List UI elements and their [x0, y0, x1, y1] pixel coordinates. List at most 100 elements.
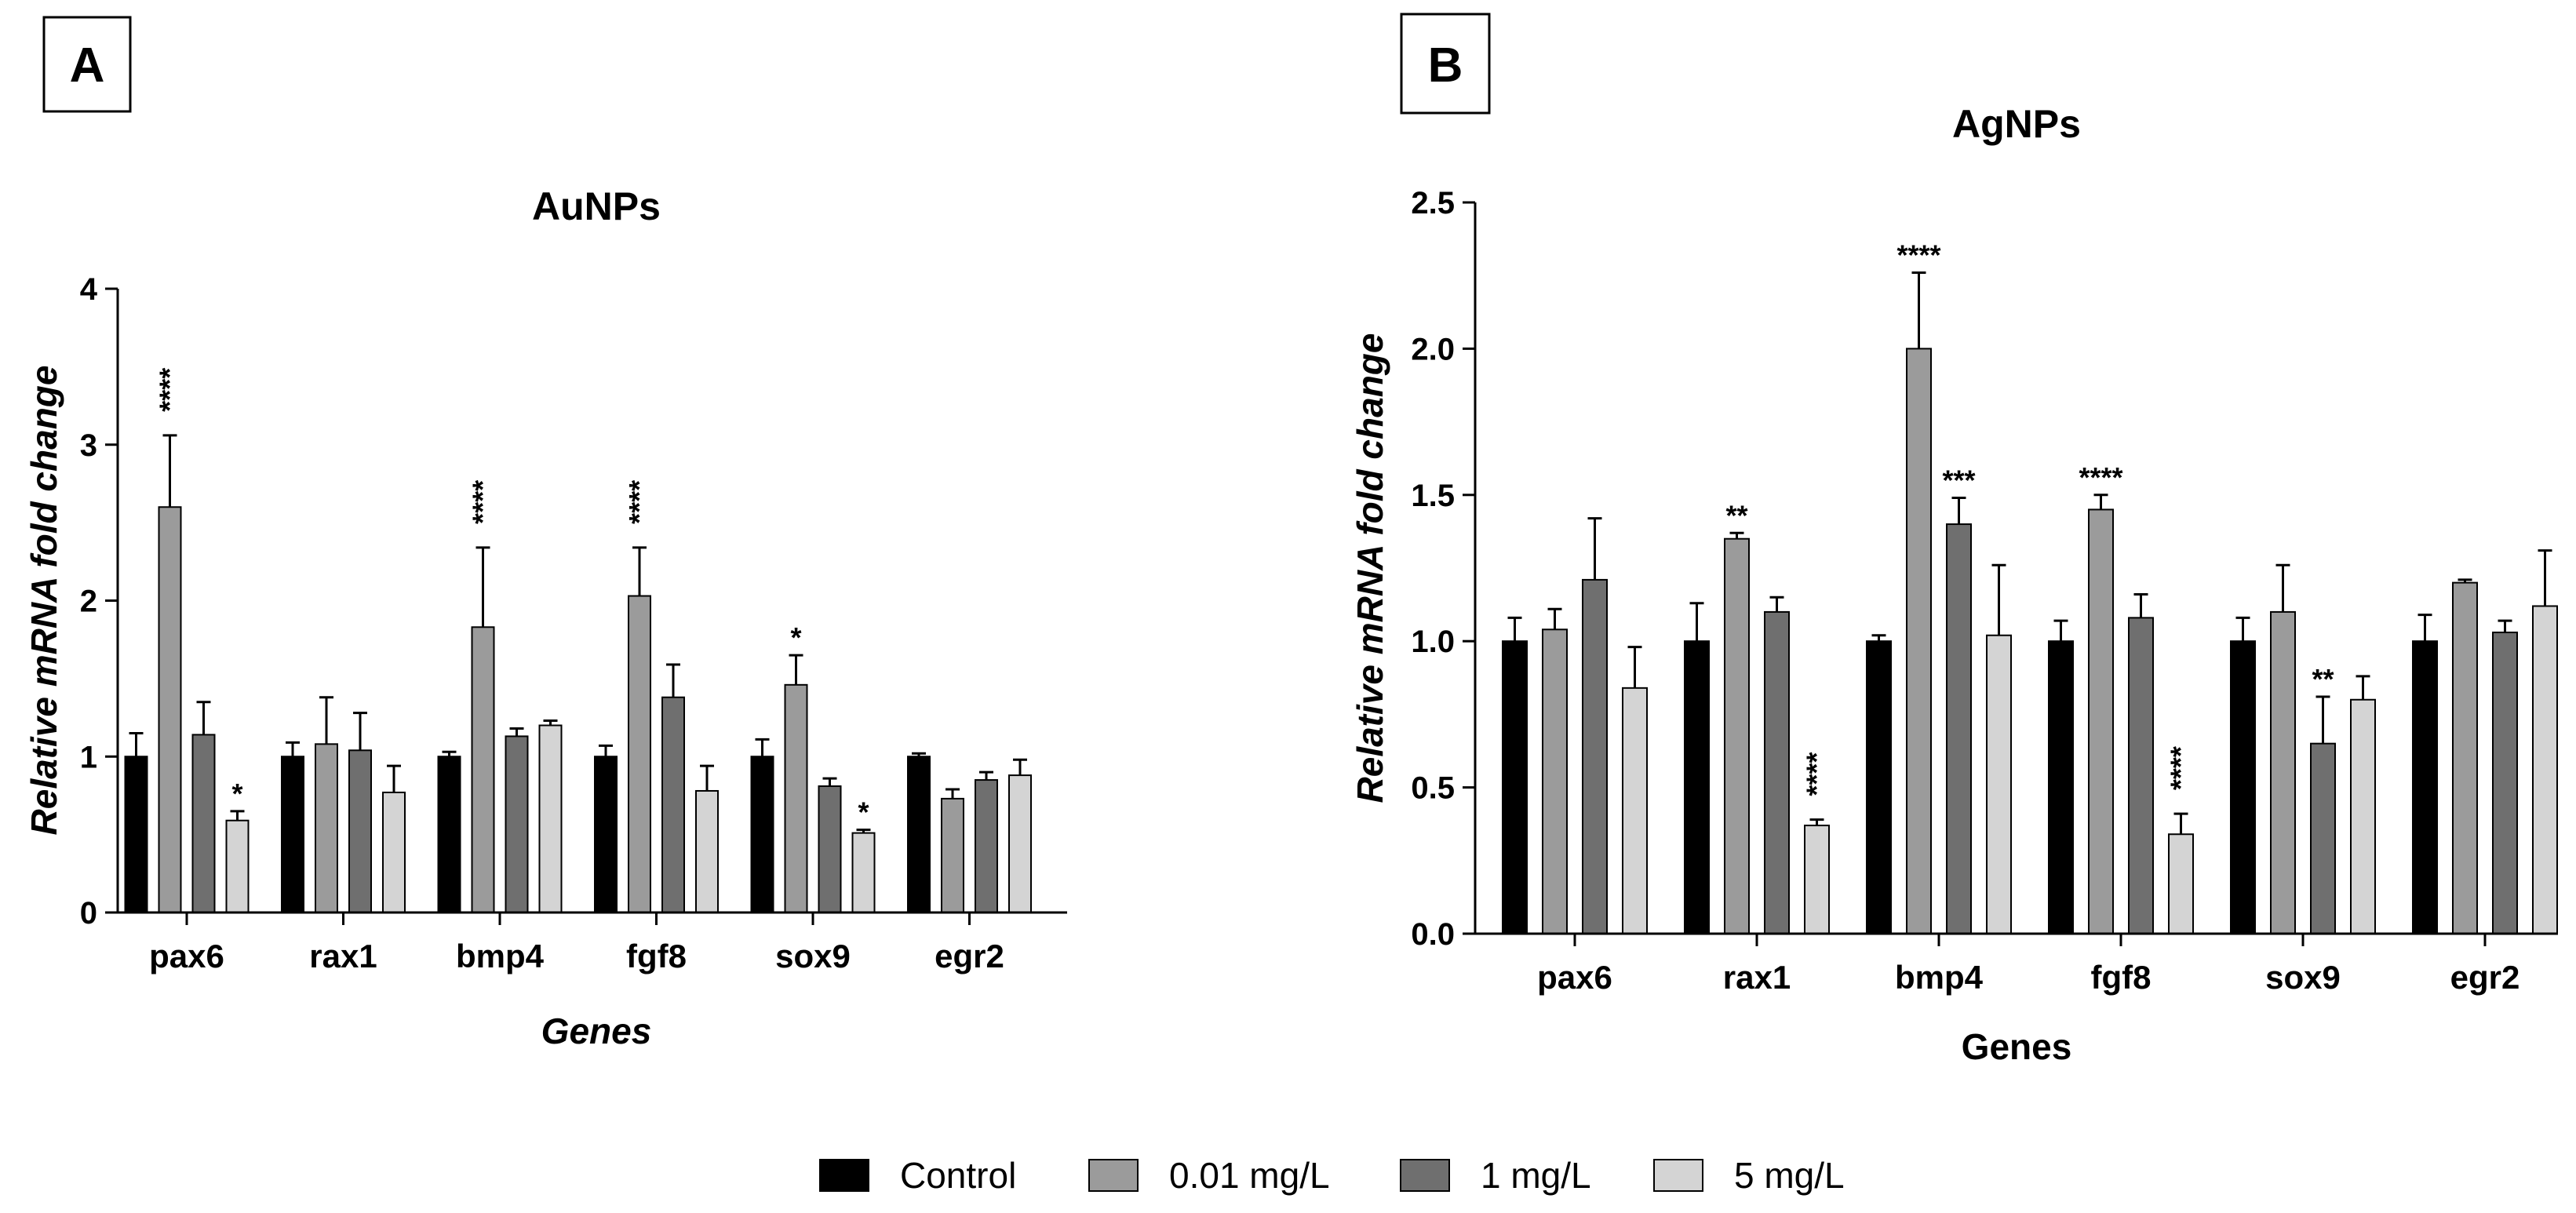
- panel-b-bar-bmp4-1-mg-l: [1946, 523, 1972, 934]
- panel-b-error-bar: [2538, 549, 2552, 606]
- panel-b-category-label: sox9: [2265, 959, 2341, 996]
- panel-a-error-bar: [353, 712, 367, 751]
- panel-a-error-bar: [700, 764, 714, 791]
- panel-a-error-bar: [196, 701, 211, 735]
- panel-a-category-label: bmp4: [456, 938, 545, 974]
- panel-a-error-bar: [822, 777, 837, 787]
- panel-b-error-bar: [2173, 812, 2188, 835]
- panel-a-bar-rax1-5-mg-l: [382, 791, 406, 914]
- panel-a-x-axis-title: Genes: [541, 1011, 652, 1051]
- panel-b-bar-pax6-1-mg-l: [1582, 578, 1608, 934]
- legend-swatch: [1653, 1159, 1703, 1192]
- panel-b-y-tick-label: 0.0: [1411, 917, 1455, 952]
- panel-b-bar-fgf8-control: [2048, 640, 2074, 934]
- panel-b-y-tick-label: 0.5: [1411, 771, 1455, 806]
- panel-b-error-bar: [2053, 619, 2068, 642]
- legend-swatch: [1400, 1159, 1450, 1192]
- panel-a-bar-egr2-5-mg-l: [1008, 774, 1032, 913]
- panel-a-category-label: pax6: [149, 938, 224, 974]
- panel-a-error-bar: [230, 810, 245, 821]
- panel-a-x-ticks: pax6 rax1 bmp4 fgf8 sox9 egr2: [149, 912, 1004, 974]
- panel-a-y-tick-label: 2: [80, 585, 97, 619]
- panel-a-error-bar: [319, 696, 333, 745]
- panel-b-error-bar: [2418, 614, 2432, 642]
- panel-a-significance-label: *: [858, 796, 869, 829]
- panel-b-x-axis-title: Genes: [1962, 1026, 2072, 1067]
- panel-b-error-bar: [1689, 602, 1704, 642]
- panel-b-error-bar: [1627, 646, 1642, 688]
- panel-b-significance-label: ****: [1896, 239, 1940, 271]
- panel-b-bars: ************* **********: [1502, 239, 2558, 935]
- legend-label: 5 mg/L: [1734, 1155, 1845, 1196]
- panel-a-title: AuNPs: [532, 184, 661, 228]
- panel-b-error-bar: [1587, 517, 1602, 580]
- panel-a-y-tick-label: 1: [80, 740, 97, 774]
- panel-a-error-bar: [946, 788, 960, 799]
- panel-b-error-bar: [1911, 271, 1926, 349]
- panel-b-bar-egr2-control: [2412, 640, 2438, 934]
- panel-a-y-axis-title: Relative mRNA fold change: [24, 366, 64, 836]
- legend-label: 1 mg/L: [1481, 1155, 1591, 1196]
- panel-b-error-bar: [2133, 593, 2148, 618]
- panel-b-significance-label: ***: [1942, 464, 1975, 497]
- panel-a-bar-fgf8-5-mg-l: [695, 789, 719, 913]
- panel-a-bar-egr2-0-01-mg-l: [941, 797, 964, 913]
- panel-a-error-bar: [599, 744, 613, 757]
- panel-a-bar-bmp4-1-mg-l: [505, 735, 529, 913]
- panel-b-bar-egr2-5-mg-l: [2532, 605, 2558, 934]
- panel-a-significance-label: *: [790, 621, 801, 654]
- panel-b: B AgNPs 0.00.51.01.52.02.5 *************…: [1350, 13, 2558, 1067]
- panel-a-error-bar: [543, 719, 558, 726]
- panel-b-bar-egr2-1-mg-l: [2492, 632, 2518, 934]
- panel-b-error-bar: [2315, 695, 2330, 744]
- panel-a-bar-fgf8-control: [594, 756, 618, 913]
- panel-b-significance-label: ****: [2165, 746, 2197, 790]
- panel-a-bar-pax6-5-mg-l: [225, 819, 250, 914]
- panel-a-y-tick-label: 4: [80, 272, 98, 307]
- panel-b-significance-label: **: [2312, 663, 2334, 695]
- panel-a-bar-rax1-control: [281, 756, 304, 913]
- panel-b-error-bar: [1547, 607, 1562, 630]
- panel-b-bar-fgf8-1-mg-l: [2128, 617, 2154, 934]
- panel-b-bar-sox9-5-mg-l: [2350, 698, 2376, 934]
- panel-a-bar-fgf8-1-mg-l: [661, 696, 685, 913]
- panel-b-error-bar: [2093, 494, 2108, 510]
- panel-b-bar-rax1-0-01-mg-l: [1724, 537, 1750, 934]
- panel-a-label: A: [70, 38, 105, 93]
- panel-b-bar-pax6-0-01-mg-l: [1542, 628, 1568, 935]
- panel-b-error-bar: [1951, 497, 1966, 525]
- panel-b-bar-sox9-1-mg-l: [2310, 742, 2336, 934]
- panel-a-error-bar: [856, 829, 871, 833]
- panel-a-y-tick-label: 3: [80, 428, 97, 463]
- panel-b-category-label: rax1: [1723, 959, 1791, 996]
- panel-a-error-bar: [442, 750, 457, 757]
- panel-b-bar-rax1-control: [1684, 640, 1710, 934]
- panel-b-x-ticks: pax6 rax1 bmp4 fgf8 sox9 egr2: [1537, 934, 2520, 996]
- panel-b-category-label: egr2: [2450, 959, 2520, 996]
- panel-a-label-box: [42, 16, 132, 113]
- panel-a-significance-label: ****: [467, 480, 499, 524]
- panel-a-bar-bmp4-control: [437, 756, 461, 913]
- panel-b-bar-bmp4-5-mg-l: [1986, 634, 2012, 935]
- panel-a-bar-bmp4-5-mg-l: [538, 724, 563, 913]
- panel-a-bar-pax6-control: [124, 756, 148, 913]
- panel-b-y-axis-title: Relative mRNA fold change: [1350, 333, 1390, 803]
- legend: Control 0.01 mg/L 1 mg/L 5 mg/L: [819, 1155, 1845, 1196]
- panel-b-bar-rax1-5-mg-l: [1804, 825, 1830, 934]
- legend-label: Control: [900, 1155, 1016, 1196]
- panel-a-error-bar: [286, 741, 300, 757]
- panel-a-bar-sox9-1-mg-l: [818, 785, 842, 914]
- panel-b-bar-fgf8-5-mg-l: [2168, 833, 2194, 935]
- legend-item: 5 mg/L: [1653, 1155, 1845, 1196]
- panel-a-error-bar: [632, 546, 647, 596]
- panel-b-error-bar: [1729, 531, 1744, 539]
- panel-a-error-bar: [789, 654, 803, 685]
- legend-item: 0.01 mg/L: [1088, 1155, 1330, 1196]
- panel-a-error-bar: [912, 752, 926, 757]
- panel-b-label: B: [1428, 38, 1463, 93]
- legend-label: 0.01 mg/L: [1169, 1155, 1330, 1196]
- panel-a-error-bar: [162, 434, 177, 508]
- panel-a-y-ticks: 0 1 2 3 4: [80, 272, 118, 931]
